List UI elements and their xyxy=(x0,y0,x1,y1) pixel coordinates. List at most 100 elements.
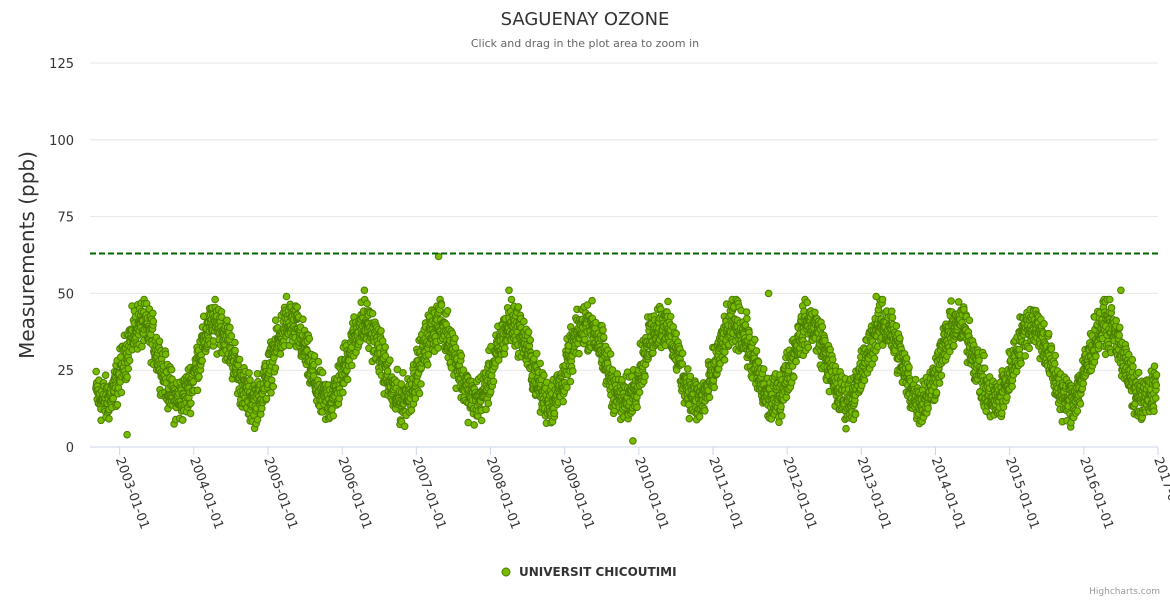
data-point[interactable] xyxy=(775,418,783,427)
data-point[interactable] xyxy=(932,388,941,397)
data-point[interactable] xyxy=(1092,352,1100,361)
data-point[interactable] xyxy=(678,360,687,368)
data-point[interactable] xyxy=(685,414,694,423)
data-point[interactable] xyxy=(1073,407,1082,415)
data-point[interactable] xyxy=(383,367,392,376)
data-point[interactable] xyxy=(484,399,493,408)
data-point[interactable] xyxy=(686,372,695,381)
data-point[interactable] xyxy=(635,388,644,397)
data-point[interactable] xyxy=(980,351,988,360)
data-point[interactable] xyxy=(1152,394,1160,402)
data-point[interactable] xyxy=(368,309,377,318)
data-point[interactable] xyxy=(550,409,559,418)
data-point[interactable] xyxy=(569,367,577,375)
data-point[interactable] xyxy=(299,315,307,324)
data-point[interactable] xyxy=(751,335,759,344)
data-point[interactable] xyxy=(186,409,195,418)
data-point[interactable] xyxy=(1112,316,1120,325)
data-point[interactable] xyxy=(363,299,371,308)
data-point[interactable] xyxy=(443,307,452,315)
data-point[interactable] xyxy=(641,372,649,381)
data-point[interactable] xyxy=(1107,304,1116,312)
data-point[interactable] xyxy=(246,376,254,384)
data-point[interactable] xyxy=(489,377,498,386)
data-point[interactable] xyxy=(818,323,827,331)
data-point[interactable] xyxy=(161,350,170,359)
data-point[interactable] xyxy=(459,366,468,374)
data-point[interactable] xyxy=(752,347,761,355)
data-point[interactable] xyxy=(101,371,110,380)
data-point[interactable] xyxy=(887,307,896,316)
data-point[interactable] xyxy=(975,356,983,365)
data-point[interactable] xyxy=(559,397,568,406)
data-point[interactable] xyxy=(187,399,195,408)
data-point[interactable] xyxy=(532,349,541,358)
data-point[interactable] xyxy=(400,422,409,431)
data-point[interactable] xyxy=(542,378,551,387)
data-point[interactable] xyxy=(1134,368,1143,377)
data-point[interactable] xyxy=(563,383,571,392)
data-point[interactable] xyxy=(434,344,442,352)
data-point[interactable] xyxy=(954,298,963,306)
data-point[interactable] xyxy=(253,415,262,424)
data-point[interactable] xyxy=(575,349,583,358)
data-point[interactable] xyxy=(198,356,206,365)
data-point[interactable] xyxy=(599,326,607,334)
credits-link[interactable]: Highcharts.com xyxy=(1089,587,1160,597)
data-point[interactable] xyxy=(314,357,323,366)
data-point[interactable] xyxy=(583,301,592,309)
data-point[interactable] xyxy=(1017,359,1025,368)
data-point[interactable] xyxy=(105,415,113,423)
data-point[interactable] xyxy=(870,354,879,363)
data-point[interactable] xyxy=(892,322,901,330)
data-point[interactable] xyxy=(821,336,829,345)
data-point[interactable] xyxy=(226,323,234,332)
data-point[interactable] xyxy=(905,363,913,372)
data-point[interactable] xyxy=(1152,381,1161,390)
data-point[interactable] xyxy=(888,313,897,322)
data-point[interactable] xyxy=(629,437,637,445)
data-point[interactable] xyxy=(878,295,887,304)
data-point[interactable] xyxy=(924,404,932,413)
data-point[interactable] xyxy=(1129,362,1137,371)
data-point[interactable] xyxy=(514,303,523,311)
data-point[interactable] xyxy=(271,364,280,372)
data-point[interactable] xyxy=(470,421,479,429)
legend-series-name[interactable]: UNIVERSIT CHICOUTIMI xyxy=(519,565,677,579)
data-point[interactable] xyxy=(1076,400,1085,408)
data-point[interactable] xyxy=(872,292,881,301)
data-point[interactable] xyxy=(842,424,850,433)
data-point[interactable] xyxy=(424,351,433,359)
data-point[interactable] xyxy=(792,357,800,366)
data-point[interactable] xyxy=(262,394,271,403)
data-point[interactable] xyxy=(117,388,126,397)
data-point[interactable] xyxy=(1047,345,1056,353)
data-point[interactable] xyxy=(123,430,131,439)
data-point[interactable] xyxy=(759,365,768,373)
data-point[interactable] xyxy=(178,416,187,424)
data-point[interactable] xyxy=(399,369,407,377)
data-point[interactable] xyxy=(536,359,545,368)
data-point[interactable] xyxy=(935,379,944,387)
data-point[interactable] xyxy=(276,350,285,358)
data-point[interactable] xyxy=(415,389,424,398)
data-point[interactable] xyxy=(149,317,158,326)
data-point[interactable] xyxy=(386,356,394,365)
legend[interactable]: UNIVERSIT CHICOUTIMI xyxy=(501,565,677,579)
data-point[interactable] xyxy=(451,343,460,352)
data-point[interactable] xyxy=(477,416,486,425)
data-point[interactable] xyxy=(193,386,202,395)
data-point[interactable] xyxy=(267,389,275,397)
data-point[interactable] xyxy=(710,383,719,392)
data-point[interactable] xyxy=(684,365,692,373)
data-point[interactable] xyxy=(113,401,122,409)
data-point[interactable] xyxy=(742,308,751,316)
data-point[interactable] xyxy=(950,341,958,350)
data-point[interactable] xyxy=(701,407,709,415)
data-point[interactable] xyxy=(1044,329,1053,338)
data-point[interactable] xyxy=(1003,393,1011,401)
data-point[interactable] xyxy=(505,286,513,295)
data-point[interactable] xyxy=(223,316,231,325)
data-point[interactable] xyxy=(397,380,406,388)
data-point[interactable] xyxy=(980,364,989,373)
